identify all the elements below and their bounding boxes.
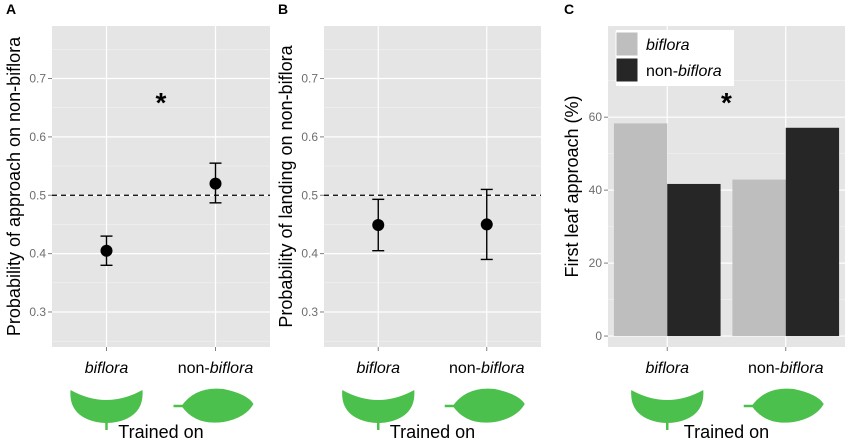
x-category-label: biflora bbox=[645, 360, 689, 377]
non-biflora-leaf-illustration bbox=[444, 388, 525, 423]
legend-label: biflora bbox=[646, 37, 690, 54]
panel-label: C bbox=[564, 1, 574, 17]
y-tick-label: 0.6 bbox=[301, 130, 318, 144]
bar-biflora bbox=[613, 123, 668, 337]
biflora-leaf-illustration bbox=[631, 390, 704, 430]
y-tick-label: 0 bbox=[595, 329, 602, 343]
biflora-leaf-illustration bbox=[70, 390, 143, 430]
y-tick-label: 0.7 bbox=[29, 72, 46, 86]
x-axis-title: Trained on bbox=[390, 422, 475, 442]
label-part-italic: biflora bbox=[646, 37, 690, 54]
y-axis-title: Probability of landing on non-biflora bbox=[276, 44, 296, 327]
label-part: non- bbox=[646, 63, 678, 80]
leaf-blade bbox=[70, 390, 143, 423]
y-tick-label: 0.5 bbox=[301, 188, 318, 202]
panel-label: A bbox=[6, 1, 16, 17]
non-biflora-leaf-illustration bbox=[173, 388, 254, 423]
label-part: non- bbox=[449, 360, 481, 377]
x-category-label: non-biflora bbox=[449, 360, 525, 377]
plot-background bbox=[324, 26, 541, 347]
significance-star: * bbox=[156, 87, 167, 118]
x-category-label: biflora bbox=[85, 360, 129, 377]
y-tick-label: 0.7 bbox=[301, 72, 318, 86]
leaf-blade bbox=[631, 390, 704, 423]
x-category-label: non-biflora bbox=[178, 360, 254, 377]
data-point bbox=[100, 244, 113, 257]
bar-biflora bbox=[732, 179, 786, 337]
significance-star: * bbox=[721, 87, 732, 118]
label-part-italic: biflora bbox=[210, 360, 254, 377]
y-axis-title: First leaf approach (%) bbox=[562, 95, 582, 277]
label-part-italic: biflora bbox=[645, 360, 689, 377]
label-part-italic: biflora bbox=[356, 360, 400, 377]
label-part: non- bbox=[748, 360, 780, 377]
x-axis-title: Trained on bbox=[118, 422, 203, 442]
label-part: non- bbox=[178, 360, 210, 377]
leaf-blade bbox=[452, 388, 525, 423]
biflora-leaf-illustration bbox=[342, 390, 415, 430]
x-category-label: biflora bbox=[356, 360, 400, 377]
y-tick-label: 0.5 bbox=[29, 188, 46, 202]
bar-non-biflora bbox=[667, 183, 721, 337]
leaf-blade bbox=[181, 388, 254, 423]
leaf-blade bbox=[342, 390, 415, 423]
non-biflora-leaf-illustration bbox=[743, 388, 824, 423]
label-part-italic: biflora bbox=[678, 63, 722, 80]
x-category-label: non-biflora bbox=[748, 360, 824, 377]
data-point bbox=[372, 219, 385, 232]
panel-label: B bbox=[278, 1, 288, 17]
y-tick-label: 0.6 bbox=[29, 130, 46, 144]
y-axis-title: Probability of approach on non-biflora bbox=[4, 36, 24, 336]
label-part-italic: biflora bbox=[85, 360, 129, 377]
leaf-blade bbox=[751, 388, 824, 423]
y-tick-label: 0.3 bbox=[29, 305, 46, 319]
y-tick-label: 0.4 bbox=[29, 247, 46, 261]
legend-key bbox=[615, 31, 639, 57]
data-point bbox=[480, 218, 493, 231]
legend-label: non-biflora bbox=[646, 63, 722, 80]
y-tick-label: 0.4 bbox=[301, 247, 318, 261]
y-tick-label: 40 bbox=[589, 183, 603, 197]
legend-key bbox=[615, 57, 639, 83]
bar-non-biflora bbox=[785, 127, 840, 337]
label-part-italic: biflora bbox=[481, 360, 525, 377]
x-axis-title: Trained on bbox=[684, 422, 769, 442]
label-part-italic: biflora bbox=[780, 360, 824, 377]
y-tick-label: 0.3 bbox=[301, 305, 318, 319]
y-tick-label: 60 bbox=[589, 110, 603, 124]
data-point bbox=[209, 177, 222, 190]
plot-background bbox=[52, 26, 270, 347]
y-tick-label: 20 bbox=[589, 256, 603, 270]
